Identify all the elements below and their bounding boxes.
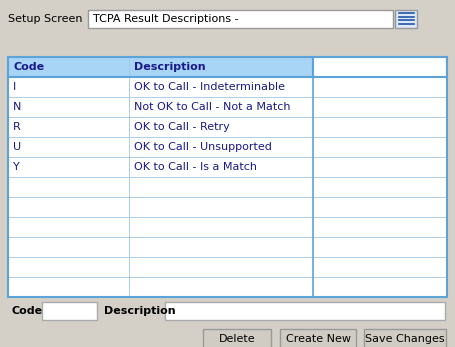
- Bar: [165, 302, 445, 320]
- Text: OK to Call - Retry: OK to Call - Retry: [134, 122, 229, 132]
- Bar: [88, 10, 393, 28]
- Text: OK to Call - Unsupported: OK to Call - Unsupported: [134, 142, 272, 152]
- Text: Not OK to Call - Not a Match: Not OK to Call - Not a Match: [134, 102, 290, 112]
- Text: Description: Description: [104, 306, 176, 316]
- Text: Delete: Delete: [219, 334, 255, 344]
- Text: R: R: [13, 122, 21, 132]
- Text: Description: Description: [134, 62, 205, 72]
- Bar: [280, 329, 356, 347]
- Text: N: N: [13, 102, 21, 112]
- Text: Setup Screen: Setup Screen: [7, 14, 82, 24]
- Bar: [364, 329, 446, 347]
- Text: TCPA Result Descriptions -: TCPA Result Descriptions -: [93, 14, 238, 24]
- Text: Code: Code: [13, 62, 44, 72]
- Text: U: U: [13, 142, 21, 152]
- Bar: [395, 10, 417, 28]
- Text: Create New: Create New: [285, 334, 350, 344]
- Text: Y: Y: [13, 162, 20, 172]
- Text: Code: Code: [12, 306, 43, 316]
- Text: Save Changes: Save Changes: [365, 334, 445, 344]
- Text: I: I: [13, 82, 16, 92]
- Text: OK to Call - Is a Match: OK to Call - Is a Match: [134, 162, 257, 172]
- Text: OK to Call - Indeterminable: OK to Call - Indeterminable: [134, 82, 285, 92]
- Bar: [313, 57, 447, 77]
- Bar: [42, 302, 97, 320]
- Bar: [8, 57, 447, 297]
- Bar: [8, 57, 447, 297]
- Bar: [203, 329, 271, 347]
- Bar: [8, 57, 313, 77]
